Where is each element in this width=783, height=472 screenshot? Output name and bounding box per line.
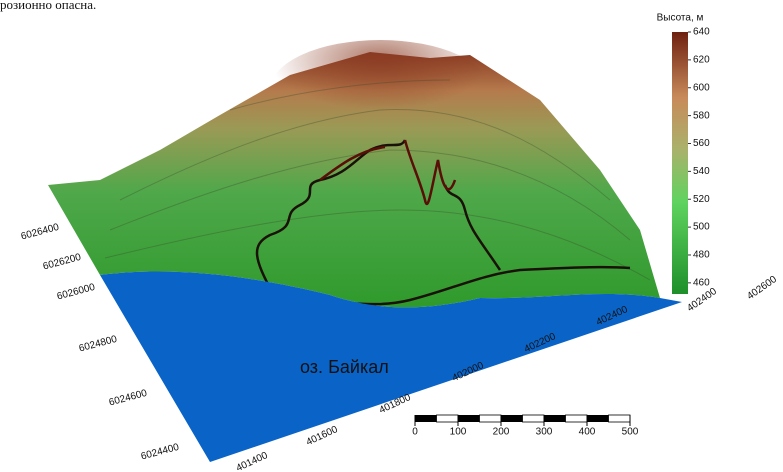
colorbar-tick-label: 460	[693, 277, 710, 288]
y-axis-label: 6026400	[20, 222, 61, 243]
colorbar-tick-label: 560	[693, 138, 710, 149]
scale-segment	[522, 414, 545, 423]
right-axis-label: 402400	[685, 286, 719, 314]
trail	[255, 139, 631, 306]
y-axis-label: 6024800	[78, 334, 119, 355]
scale-segment	[458, 415, 480, 422]
scale-segment	[501, 415, 523, 422]
colorbar-tick-label: 640	[693, 27, 710, 38]
y-axis-label: 6026000	[56, 282, 97, 303]
colorbar	[672, 32, 688, 294]
colorbar-tick-label: 600	[693, 82, 710, 93]
terrain-peak	[270, 40, 490, 140]
y-axis-label: 6026200	[42, 252, 83, 273]
colorbar-tick-label: 540	[693, 166, 710, 177]
scale-tick-label: 100	[450, 427, 467, 438]
scale-segment	[587, 415, 609, 422]
scale-tick-label: 200	[493, 427, 510, 438]
x-axis-label: 401400	[235, 450, 270, 472]
y-axis-label: 6024600	[108, 388, 149, 409]
colorbar-tick-label: 520	[693, 194, 710, 205]
scale-tick-label: 300	[536, 427, 553, 438]
colorbar-tick-label: 500	[693, 222, 710, 233]
scale-segment	[479, 414, 502, 423]
scale-segment	[415, 415, 437, 422]
scale-tick-label: 0	[412, 427, 418, 438]
scale-tick-label: 400	[579, 427, 596, 438]
lake-label: оз. Байкал	[300, 357, 389, 377]
scale-tick-label: 500	[622, 427, 639, 438]
lake	[100, 271, 682, 462]
colorbar-tick-label: 480	[693, 250, 710, 261]
right-axis-label: 402600	[745, 274, 779, 302]
caption: розионно опасна.	[0, 0, 96, 12]
colorbar-tick-label: 580	[693, 110, 710, 121]
legend-title: Высота, м	[657, 13, 704, 24]
scale-segment	[544, 415, 566, 422]
trail-top	[319, 139, 457, 206]
scale-segment	[565, 414, 588, 423]
contours	[104, 79, 651, 281]
scale-segment	[436, 414, 459, 423]
terrain	[48, 52, 660, 308]
scale-segment	[608, 414, 631, 423]
y-axis-label: 6024400	[140, 442, 181, 463]
colorbar-tick-label: 620	[693, 55, 710, 66]
